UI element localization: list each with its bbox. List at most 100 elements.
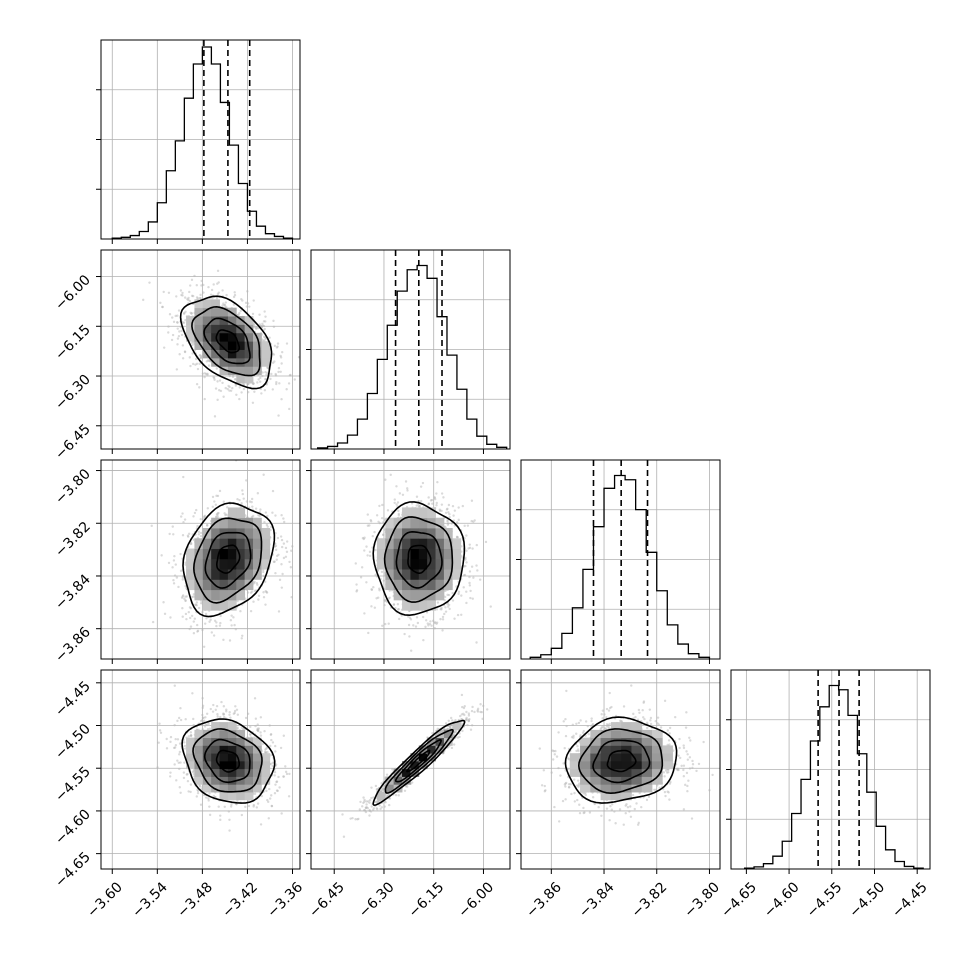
scatter-point <box>281 572 284 576</box>
scatter-point <box>265 523 269 527</box>
contour-level-3 <box>372 501 466 617</box>
density-cell <box>244 374 254 384</box>
scatter-point <box>260 794 264 798</box>
scatter-point <box>678 746 681 750</box>
scatter-point <box>462 565 466 568</box>
scatter-point <box>196 367 200 371</box>
scatter-point <box>287 382 291 385</box>
density-cell <box>219 366 229 376</box>
scatter-point <box>608 691 611 695</box>
scatter-point <box>228 389 231 392</box>
density-cell <box>202 341 212 350</box>
scatter-point <box>207 799 210 802</box>
scatter-point <box>284 555 288 559</box>
contour-level-1 <box>395 530 443 589</box>
scatter-point <box>232 295 236 299</box>
scatter-point <box>278 786 281 789</box>
scatter-point <box>282 775 286 778</box>
density-cell <box>202 599 212 611</box>
scatter-point <box>554 749 557 753</box>
scatter-point <box>382 579 385 582</box>
density-cell <box>253 357 262 367</box>
scatter-point <box>218 489 222 493</box>
scatter-point <box>204 716 207 719</box>
scatter-point <box>186 534 190 537</box>
scatter-point <box>605 725 609 728</box>
scatter-point <box>176 738 180 741</box>
scatter-point <box>563 783 567 786</box>
density-cell <box>402 768 411 777</box>
scatter-point <box>257 594 261 597</box>
scatter-point <box>436 480 439 484</box>
scatter-point <box>407 623 411 627</box>
scatter-point <box>396 608 400 611</box>
density-cell <box>410 579 420 591</box>
scatter-point <box>278 382 281 385</box>
density-cell <box>435 569 445 580</box>
scatter-point <box>199 534 203 538</box>
scatter-point <box>159 731 163 734</box>
scatter-point <box>371 808 375 811</box>
scatter-point <box>173 574 177 577</box>
density-cell <box>418 760 428 770</box>
scatter-point <box>467 547 470 550</box>
scatter-point <box>199 293 202 297</box>
scatter-point <box>167 325 170 328</box>
density-cell <box>443 569 453 580</box>
scatter-point <box>381 503 384 507</box>
scatter-point <box>185 617 188 621</box>
density-cell <box>219 784 229 793</box>
density-cell <box>443 579 453 591</box>
scatter-point <box>261 322 264 326</box>
scatter-point <box>167 291 171 294</box>
scatter-point <box>578 803 581 806</box>
scatter-point <box>285 388 288 391</box>
scatter-point <box>611 803 614 806</box>
density-cell <box>427 745 436 754</box>
scatter-point <box>395 503 398 506</box>
density-cell <box>236 729 246 739</box>
scatter-point <box>198 362 201 366</box>
scatter-point <box>288 374 292 377</box>
scatter-point <box>203 375 206 379</box>
density-cell <box>202 307 212 317</box>
density-cell <box>244 349 254 359</box>
density-cell <box>236 507 246 519</box>
scatter-point <box>230 624 233 627</box>
scatter-point <box>212 794 216 798</box>
density-cell <box>211 760 220 770</box>
density-cell <box>385 528 395 539</box>
scatter-point <box>368 554 372 558</box>
scatter-point <box>223 715 226 719</box>
scatter-point <box>393 501 396 505</box>
density-cell <box>211 558 220 570</box>
scatter-point <box>249 591 253 594</box>
scatter-point <box>197 606 201 610</box>
scatter-point <box>285 772 289 776</box>
scatter-point <box>470 499 474 502</box>
scatter-point <box>383 598 386 602</box>
scatter-point <box>226 506 229 509</box>
scatter-point <box>177 585 180 589</box>
density-cell <box>253 538 262 549</box>
scatter-point <box>209 707 212 711</box>
scatter-point <box>213 415 217 418</box>
scatter-point <box>222 302 225 305</box>
contour-level-0 <box>215 329 241 354</box>
scatter-point <box>450 746 454 750</box>
density-cell <box>244 579 254 591</box>
scatter-point <box>181 578 184 581</box>
scatter-point <box>210 288 214 292</box>
density-cell <box>253 341 262 350</box>
scatter-point <box>203 514 207 518</box>
scatter-point <box>371 534 374 538</box>
scatter-point <box>259 716 263 719</box>
scatter-point <box>630 684 633 687</box>
density-cell <box>253 558 262 570</box>
scatter-point <box>257 378 260 381</box>
contour-level-2 <box>384 728 454 794</box>
scatter-point <box>252 803 256 807</box>
scatter-point <box>577 749 580 753</box>
scatter-point <box>608 706 612 710</box>
scatter-point <box>280 586 284 589</box>
